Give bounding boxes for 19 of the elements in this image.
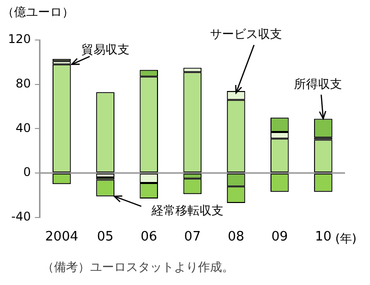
annotation: 貿易収支 (82, 42, 130, 57)
x-tick-label: 08 (228, 230, 244, 245)
annotation: サービス収支 (210, 27, 282, 42)
x-tick-label: 10 (314, 230, 332, 245)
y-tick-label: 80 (16, 76, 31, 90)
y-tick-label: 120 (8, 32, 31, 46)
y-tick-label: -40 (11, 210, 31, 224)
y-tick-label: 40 (16, 120, 31, 135)
x-tick-label: 06 (140, 230, 158, 245)
x-axis-title: (年) (335, 232, 357, 246)
y-tick-label: 0 (23, 165, 31, 180)
x-tick-label: 2004 (45, 230, 78, 245)
y-axis-title: （億ユーロ） (2, 5, 74, 20)
text: （備考）ユーロスタットより作成。 (42, 260, 234, 274)
x-tick-label: 09 (271, 230, 288, 245)
annotation: 経常移転収支 (150, 203, 224, 218)
x-tick-label: 05 (97, 230, 114, 245)
x-tick-label: 07 (184, 230, 201, 245)
annotation: 所得収支 (294, 76, 342, 91)
